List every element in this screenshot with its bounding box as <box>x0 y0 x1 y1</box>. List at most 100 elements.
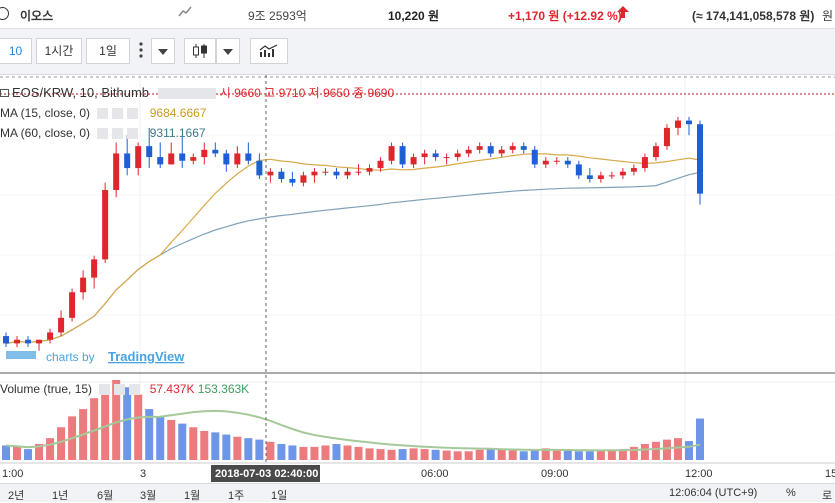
candle-body <box>3 336 9 344</box>
range-6m-button[interactable]: 6월 <box>97 490 114 502</box>
volume-bar <box>431 449 440 460</box>
candle-body <box>179 153 186 161</box>
ma60-value: 9311.1667 <box>149 126 206 140</box>
eye-icon[interactable] <box>99 384 111 396</box>
interval-1d-button[interactable]: 1일 <box>86 38 130 64</box>
volume-bar <box>123 387 132 460</box>
interval-10m-button[interactable]: 10 <box>0 38 32 64</box>
x-tick: 1:00 <box>2 468 23 480</box>
candle-body <box>377 160 384 169</box>
range-1w-button[interactable]: 1주 <box>228 490 245 502</box>
chart-type-dropdown-icon[interactable] <box>216 38 240 64</box>
volume-bar <box>486 449 495 460</box>
coin-name[interactable]: 이오스 <box>20 9 54 23</box>
candle-body <box>113 153 120 190</box>
volume-bar <box>618 449 627 460</box>
ma15-legend: MA (15, close, 0) 9684.6667 <box>0 106 206 120</box>
ticker-bar: 이오스 9조 2593억 10,220 원 +1,170 원 (+12.92 %… <box>0 0 835 29</box>
candle-body <box>697 124 703 194</box>
settings-icon[interactable] <box>112 128 124 140</box>
volume-bar <box>585 451 594 460</box>
range-1d-button[interactable]: 1일 <box>271 490 288 502</box>
ma15-label[interactable]: MA (15, close, 0) <box>0 106 91 120</box>
volume-bar <box>222 434 231 460</box>
range-2y-button[interactable]: 2년 <box>8 490 25 502</box>
mini-chart-icon[interactable] <box>178 6 192 18</box>
volume-bar <box>453 451 462 460</box>
crosshair-time-label: 2018-07-03 02:40:00 <box>215 468 318 480</box>
volume-bar <box>310 446 319 460</box>
volume-bar <box>112 380 121 460</box>
x-tick: 06:00 <box>421 468 449 480</box>
ma60-line <box>5 171 701 344</box>
candle-body <box>619 171 626 176</box>
indicators-icon[interactable] <box>250 38 288 64</box>
volume-bar <box>508 450 517 460</box>
interval-dropdown-icon[interactable] <box>151 38 175 64</box>
volume-ma-line <box>5 409 701 452</box>
candle-body <box>190 157 197 161</box>
x-tick: 12:00 <box>685 468 713 480</box>
candle-body <box>564 160 571 165</box>
interval-1h-button[interactable]: 1시간 <box>36 38 82 64</box>
volume-bar <box>156 416 165 460</box>
volume-bar <box>409 448 418 460</box>
percent-toggle[interactable]: % <box>786 487 796 499</box>
candle-body <box>663 127 670 147</box>
candle-body <box>553 160 560 162</box>
close-value: 9690 <box>367 86 395 100</box>
candle-body <box>14 339 21 344</box>
clock[interactable]: 12:06:04 (UTC+9) <box>669 487 758 499</box>
volume-bar <box>376 449 385 460</box>
close-icon[interactable] <box>127 108 139 120</box>
volume-bar <box>640 444 649 460</box>
more-intervals-icon[interactable] <box>131 38 151 64</box>
volume-bar <box>696 418 704 460</box>
log-toggle[interactable]: 로 <box>822 490 833 502</box>
eye-icon[interactable] <box>97 108 109 120</box>
candle-body <box>124 153 131 169</box>
eye-icon[interactable] <box>97 128 109 140</box>
candle-body <box>674 120 681 128</box>
range-1y-button[interactable]: 1년 <box>52 490 69 502</box>
candle-body <box>146 146 153 158</box>
symbol-name[interactable]: EOS/KRW, 10, Bithumb <box>12 85 150 100</box>
volume-bar <box>607 449 616 460</box>
volume-bar <box>189 427 198 460</box>
volume-bar <box>57 427 66 460</box>
tradingview-watermark[interactable]: charts by TradingView <box>6 349 185 364</box>
candlestick-icon[interactable] <box>184 38 216 64</box>
ma60-legend: MA (60, close, 0) 9311.1667 <box>0 126 206 140</box>
range-1m-button[interactable]: 1월 <box>184 490 201 502</box>
candle-body <box>245 153 252 161</box>
volume-bar <box>387 449 396 460</box>
volume-label[interactable]: Volume (true, 15) <box>0 382 93 396</box>
candle-body <box>300 175 307 183</box>
bottom-bar: 2년 1년 6월 3월 1월 1주 1일 12:06:04 (UTC+9) % … <box>0 483 835 502</box>
price-chart[interactable]: 1:00 3 06:00 09:00 12:00 15 2018-07-03 0… <box>0 75 835 483</box>
watermark-prefix: charts by <box>46 350 95 364</box>
volume-bar <box>244 438 253 460</box>
candle-body <box>399 146 406 165</box>
volume-bar <box>398 449 407 460</box>
current-price: 10,220 원 <box>388 9 440 23</box>
ma60-label[interactable]: MA (60, close, 0) <box>0 126 91 140</box>
candle-body <box>278 171 285 180</box>
range-3m-button[interactable]: 3월 <box>140 490 157 502</box>
close-icon[interactable] <box>129 384 141 396</box>
volume-bar <box>662 439 671 460</box>
settings-icon[interactable] <box>112 108 124 120</box>
symbol-legend: EOS/KRW, 10, Bithumb 시 9660 고 9710 저 965… <box>0 84 394 101</box>
candle-body <box>487 146 494 154</box>
candle-body <box>102 189 109 260</box>
close-icon[interactable] <box>127 128 139 140</box>
candle-body <box>201 149 208 158</box>
high-value: 9710 <box>278 86 306 100</box>
candle-body <box>69 292 76 318</box>
candle-body <box>652 146 659 158</box>
settings-icon[interactable] <box>114 384 126 396</box>
legend-controls[interactable] <box>158 88 217 100</box>
candle-body <box>91 259 98 278</box>
candle-body <box>256 160 263 176</box>
volume-bar <box>420 449 429 460</box>
